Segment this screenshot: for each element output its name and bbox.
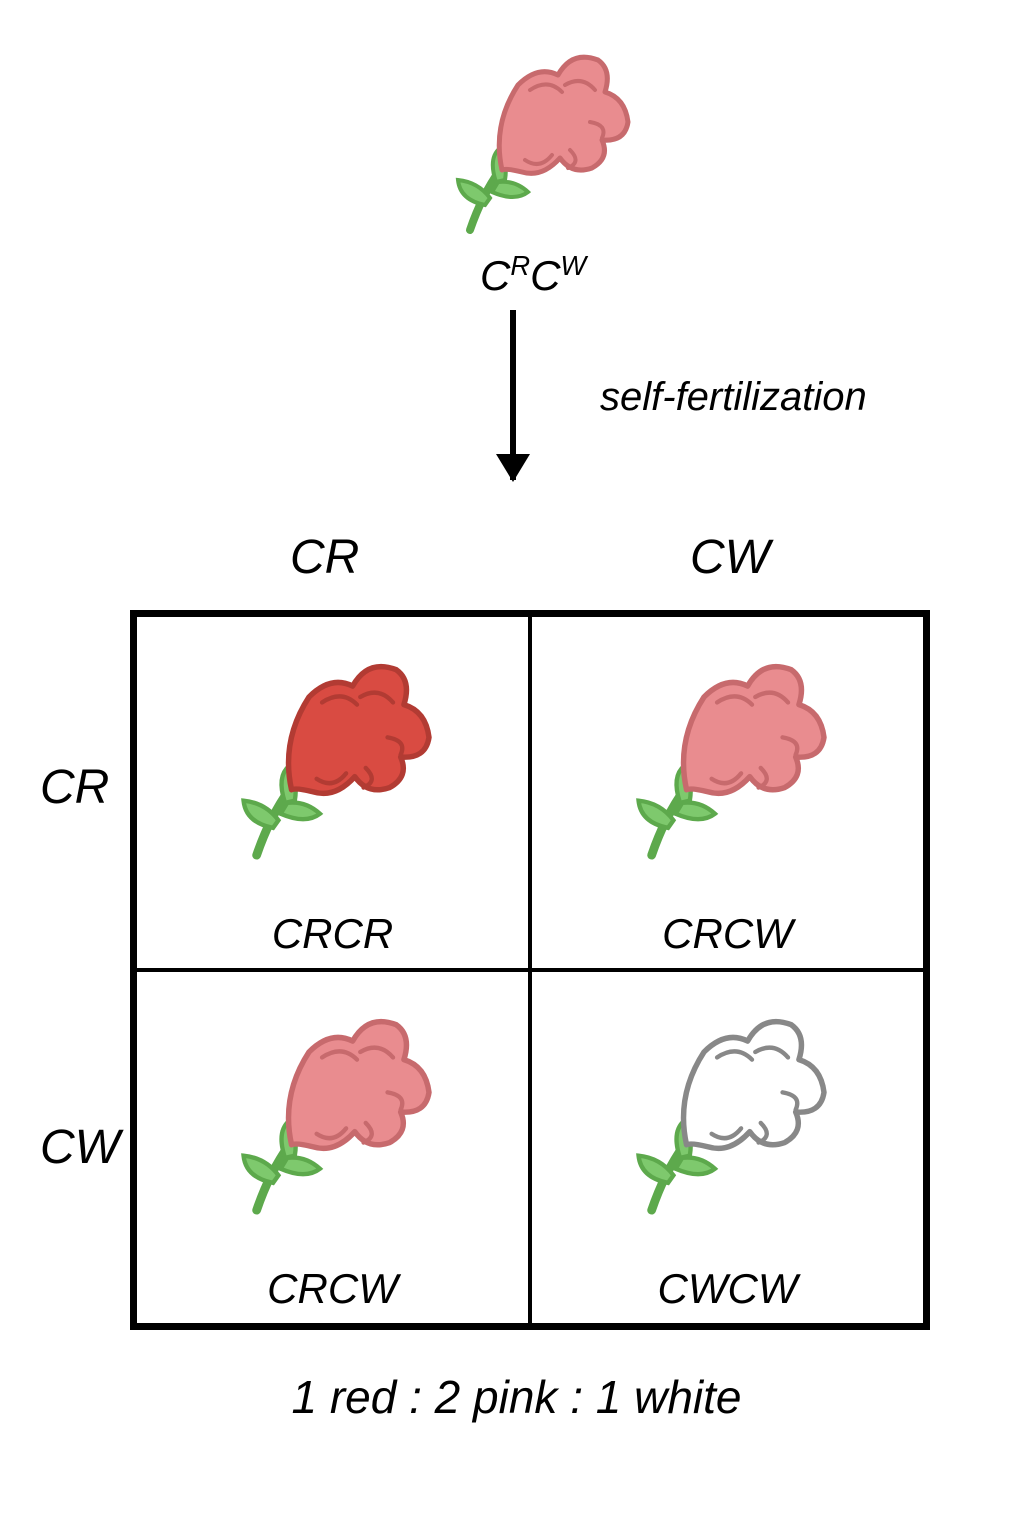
flower-icon	[430, 30, 650, 250]
self-fertilization-label: self-fertilization	[600, 375, 867, 420]
cell-genotype: CWCW	[532, 1265, 923, 1313]
parent-flower	[430, 30, 650, 250]
phenotype-ratio: 1 red : 2 pink : 1 white	[0, 1370, 1033, 1424]
col-header-1: CW	[690, 530, 770, 585]
cell-genotype: CRCR	[137, 910, 528, 958]
col-header-0: CR	[290, 530, 359, 585]
cell-genotype: CRCW	[532, 910, 923, 958]
row-header-0: CR	[40, 760, 109, 815]
parent-genotype: CRCW	[480, 250, 586, 300]
punnett-square: CRCR CRCW CRCW CWCW	[130, 610, 930, 1330]
flower-icon	[598, 637, 858, 877]
punnett-cell-1: CRCW	[530, 615, 925, 970]
cell-genotype: CRCW	[137, 1265, 528, 1313]
punnett-cell-3: CWCW	[530, 970, 925, 1325]
row-header-1: CW	[40, 1120, 120, 1175]
flower-icon	[203, 992, 463, 1232]
punnett-cell-0: CRCR	[135, 615, 530, 970]
arrow-down-icon	[510, 310, 516, 480]
flower-icon	[598, 992, 858, 1232]
punnett-cell-2: CRCW	[135, 970, 530, 1325]
flower-icon	[203, 637, 463, 877]
